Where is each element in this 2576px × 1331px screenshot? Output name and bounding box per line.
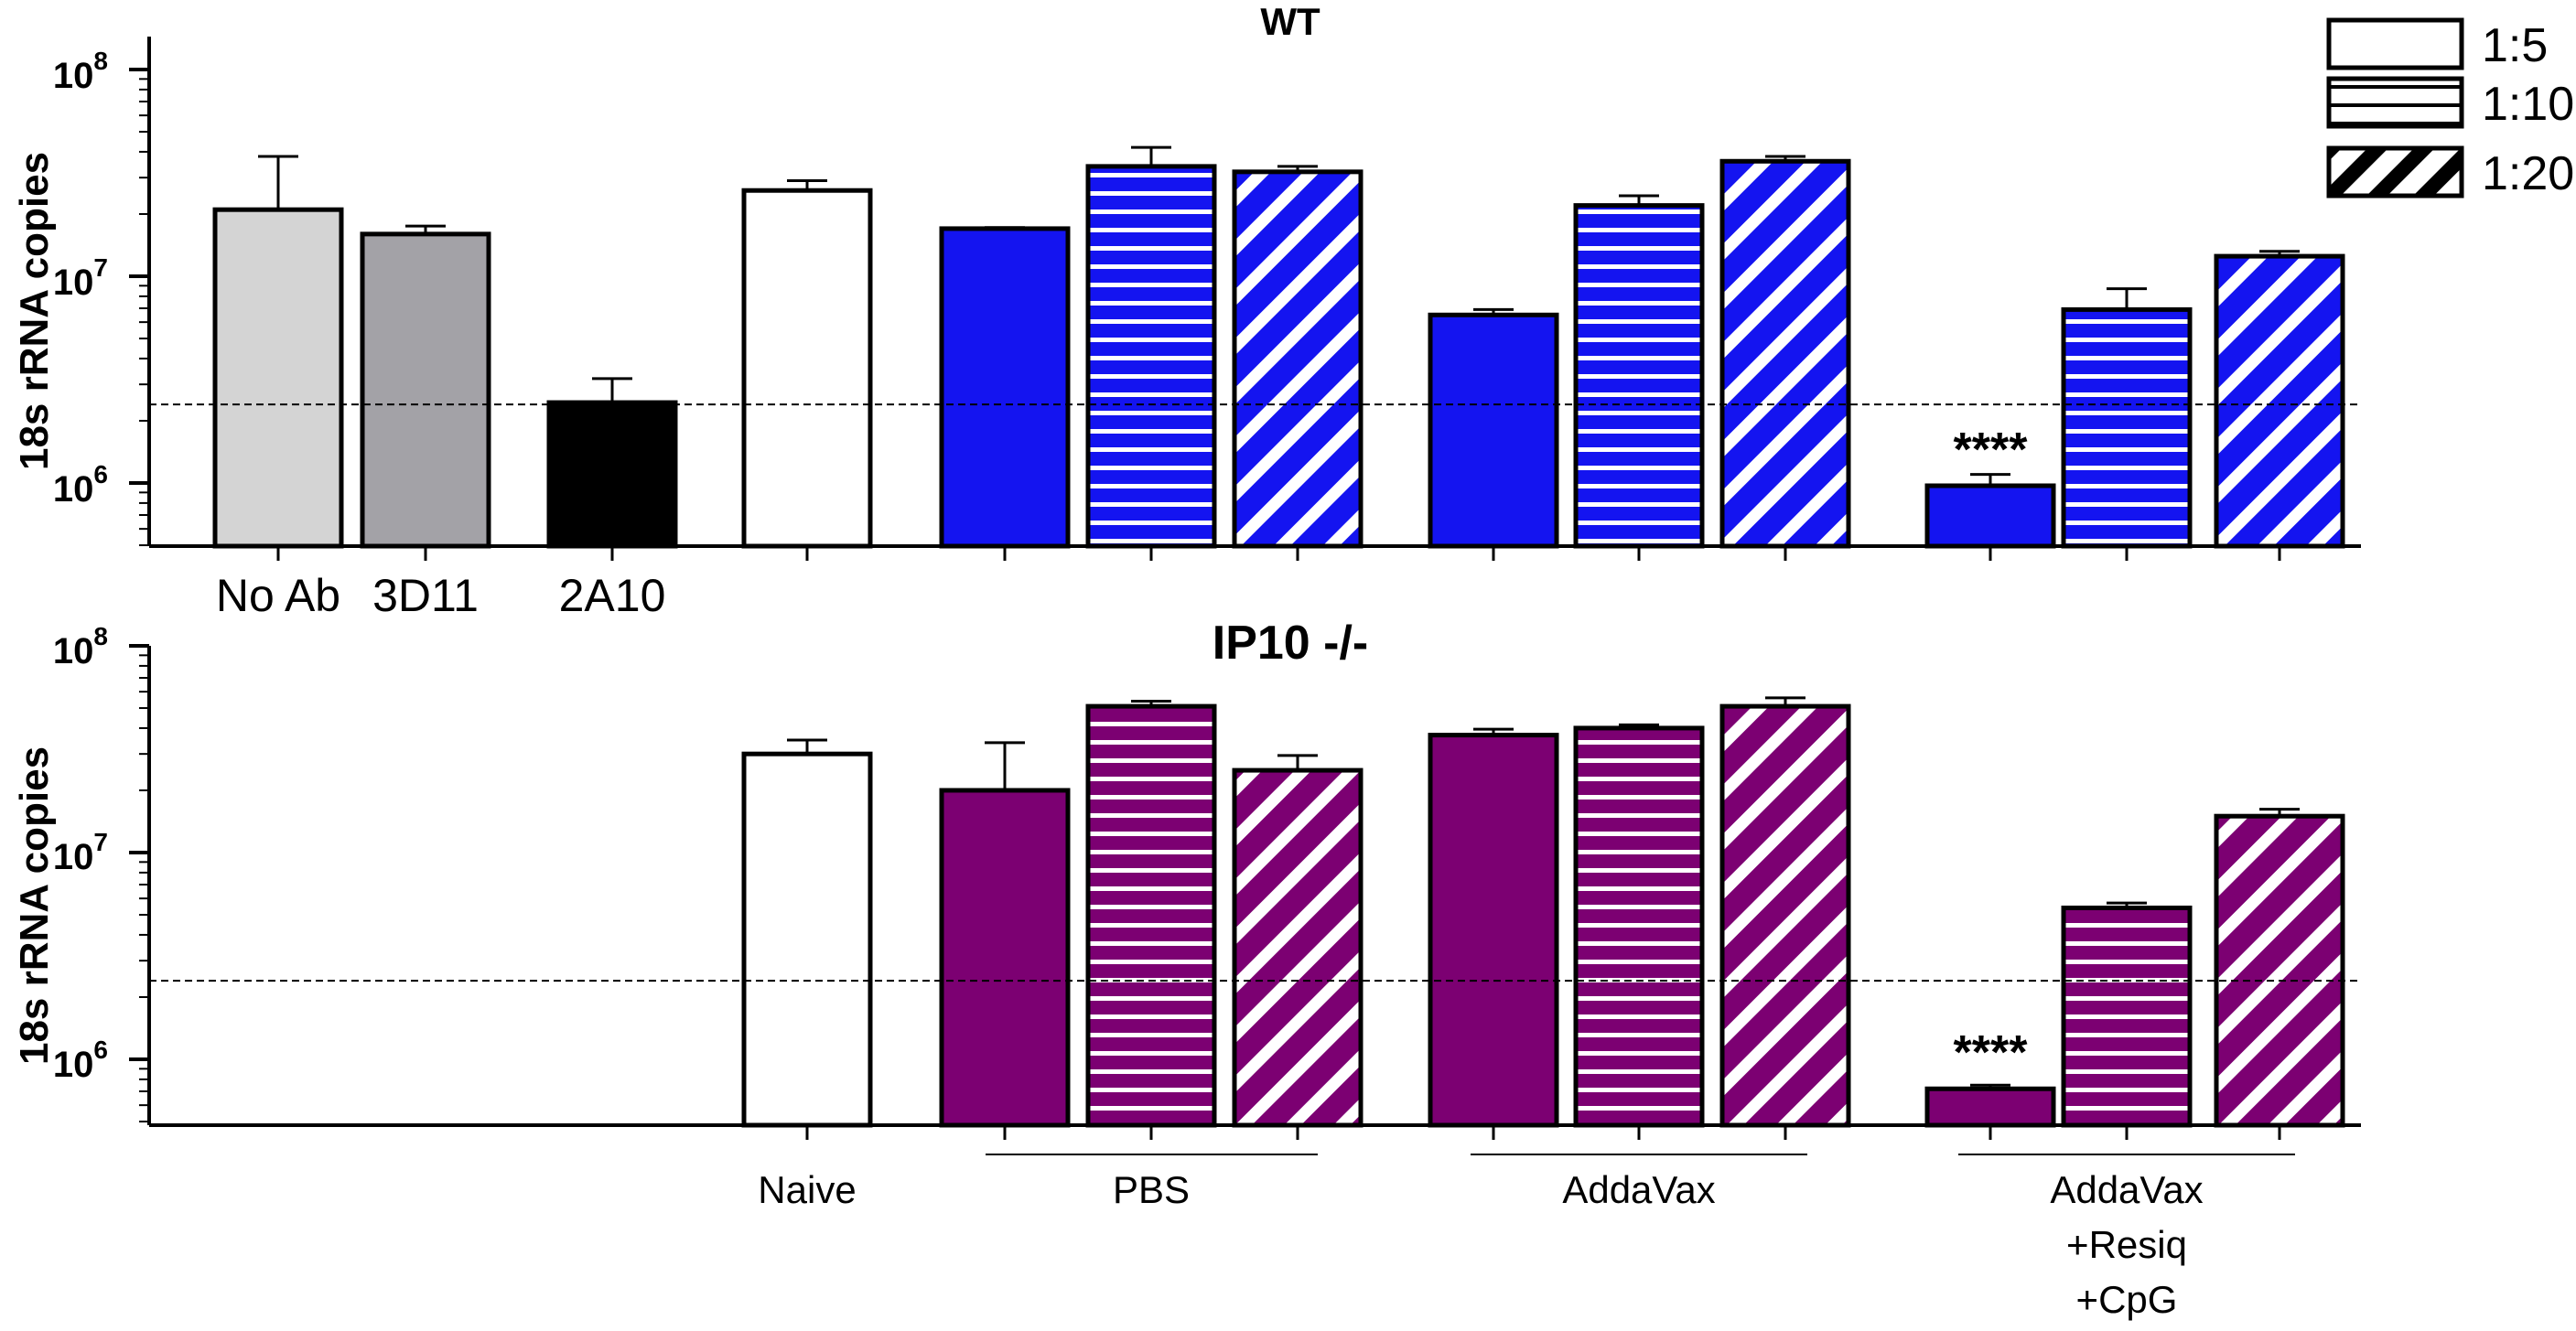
ip10-panel-title: IP10 -/- bbox=[1213, 617, 1369, 670]
ip10-tick-exp-1e6: 6 bbox=[93, 1036, 108, 1064]
legend: 1:5 1:10 1:20 bbox=[2326, 17, 2574, 200]
wt-bar-pbs_20 bbox=[1232, 169, 1363, 549]
ip10-bar-addavax_10 bbox=[1573, 725, 1705, 1128]
legend-swatch-1-5 bbox=[2326, 17, 2464, 70]
legend-swatch-1-10 bbox=[2326, 76, 2464, 129]
wt-bar-addavax_5 bbox=[1428, 312, 1559, 549]
ip10-tick-base-1e7: 10 bbox=[53, 837, 94, 877]
group-label-combo-line2: +Resiq bbox=[2066, 1223, 2187, 1266]
legend-swatch-1-20 bbox=[2326, 145, 2464, 199]
wt-bar-addavax_20 bbox=[1719, 158, 1851, 549]
wt-bar-pbs_10 bbox=[1085, 164, 1217, 549]
wt-bar-combo_10 bbox=[2061, 306, 2193, 549]
wt-panel-title: WT bbox=[1260, 0, 1320, 43]
ip10-bar-combo_20 bbox=[2214, 813, 2345, 1128]
ip10-bar-naive bbox=[741, 751, 873, 1128]
ip10-bar-pbs_10 bbox=[1085, 703, 1217, 1128]
wt-bar-combo_20 bbox=[2214, 253, 2345, 549]
ip10-tick-exp-1e8: 8 bbox=[93, 622, 108, 650]
ip10-bar-pbs_5 bbox=[939, 788, 1071, 1128]
wt-bar-pbs_5 bbox=[939, 226, 1071, 549]
wt-y-axis-label: 18s rRNA copies bbox=[12, 152, 57, 470]
ip10-y-axis-label: 18s rRNA copies bbox=[12, 746, 57, 1065]
legend-label-1-10: 1:10 bbox=[2482, 78, 2574, 131]
ip10-bar-combo_10 bbox=[2061, 905, 2193, 1128]
ip10-bar-combo_5 bbox=[1924, 1086, 2056, 1128]
wt-bar-2a10 bbox=[546, 400, 678, 549]
wt-bar-addavax_10 bbox=[1573, 203, 1705, 549]
wt-bar-no_ab bbox=[212, 207, 344, 549]
wt-tick-exp-1e8: 8 bbox=[93, 47, 108, 75]
wt-tick-base-1e7: 10 bbox=[53, 263, 94, 303]
category-label-3d11: 3D11 bbox=[372, 570, 479, 621]
wt-bar-combo_5 bbox=[1924, 483, 2056, 549]
group-label-pbs: PBS bbox=[1113, 1168, 1190, 1211]
ip10-tick-base-1e6: 10 bbox=[53, 1045, 94, 1085]
wt-tick-label-1e7: 107 bbox=[53, 253, 108, 303]
wt-tick-label-1e6: 106 bbox=[53, 460, 108, 510]
wt-significance-combo_5: **** bbox=[1954, 424, 2029, 477]
ip10-tick-label-1e7: 107 bbox=[53, 828, 108, 877]
wt-bar-3d11 bbox=[360, 231, 491, 549]
group-label-naive: Naive bbox=[758, 1168, 856, 1211]
wt-tick-label-1e8: 108 bbox=[53, 47, 108, 96]
wt-bar-naive bbox=[741, 188, 873, 549]
legend-label-1-5: 1:5 bbox=[2482, 19, 2548, 72]
ip10-tick-label-1e6: 106 bbox=[53, 1036, 108, 1085]
ip10-tick-label-1e8: 108 bbox=[53, 622, 108, 671]
category-label-no-ab: No Ab bbox=[216, 570, 340, 621]
ip10-bar-addavax_20 bbox=[1719, 703, 1851, 1128]
wt-tick-exp-1e6: 6 bbox=[93, 460, 108, 488]
ip10-significance-combo_5: **** bbox=[1954, 1026, 2029, 1079]
legend-label-1-20: 1:20 bbox=[2482, 147, 2574, 200]
group-label-combo-line3: +CpG bbox=[2076, 1278, 2178, 1321]
ip10-tick-exp-1e7: 7 bbox=[93, 828, 108, 856]
ip10-bar-pbs_20 bbox=[1232, 767, 1363, 1128]
group-label-combo-line1: AddaVax bbox=[2050, 1168, 2203, 1211]
category-label-2a10: 2A10 bbox=[559, 570, 666, 621]
ip10-tick-base-1e8: 10 bbox=[53, 631, 94, 671]
ip10-bar-addavax_5 bbox=[1428, 733, 1559, 1128]
wt-tick-base-1e6: 10 bbox=[53, 469, 94, 510]
chart-marks: **** **** bbox=[129, 37, 2361, 1140]
wt-tick-base-1e8: 10 bbox=[53, 56, 94, 96]
group-label-addavax: AddaVax bbox=[1562, 1168, 1715, 1211]
wt-tick-exp-1e7: 7 bbox=[93, 253, 108, 282]
